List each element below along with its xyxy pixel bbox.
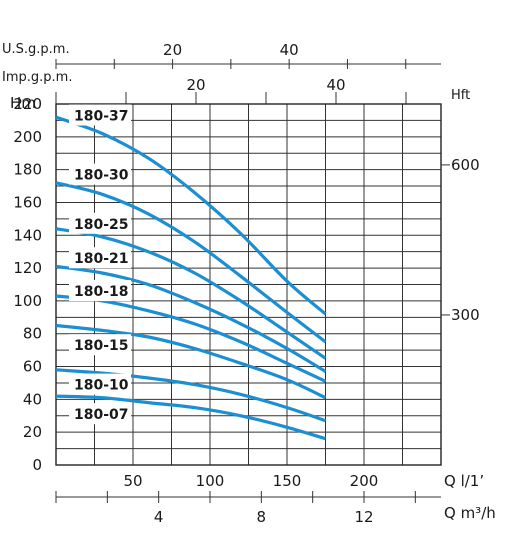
top-axis-imp-label: Imp.g.p.m.: [2, 70, 72, 85]
top-us-tick-label: 20: [163, 41, 182, 59]
series-label-bg: [69, 163, 131, 185]
series-line-180-15: [55, 323, 327, 400]
y-tick-label: 180: [13, 161, 42, 179]
top-axis-us-label: U.S.g.p.m.: [2, 42, 70, 57]
y-tick-label: 40: [23, 390, 42, 408]
y-tick-label: 220: [13, 95, 42, 113]
series-label-180-18: 180-18: [74, 284, 129, 300]
series-line-180-07: [55, 394, 326, 441]
series-label-bg: [69, 373, 131, 395]
x-tick-label: 150: [273, 472, 302, 490]
x-axis-label: Q l/1’: [444, 472, 484, 490]
series-label-180-25: 180-25: [74, 217, 129, 233]
top-us-tick-label: 40: [280, 41, 299, 59]
series-label-180-37: 180-37: [74, 108, 129, 124]
series-line-180-25: [55, 227, 327, 360]
y-tick-label: 100: [13, 292, 42, 310]
series-label-180-07: 180-07: [74, 407, 129, 423]
x2-axis-label: Q m³/h: [444, 504, 496, 522]
series-labels: 180-37 180-30 180-25 180-21 180-18 180-15 180-…: [69, 104, 131, 425]
series-label-180-15: 180-15: [74, 338, 129, 354]
series-label-bg: [69, 334, 131, 356]
series-label-bg: [69, 104, 131, 126]
top-axis-us: U.S.g.p.m.: [2, 42, 70, 57]
series-lines: [55, 115, 327, 441]
top-axis-imp: Imp.g.p.m.: [2, 70, 72, 85]
y-tick-label: 120: [13, 259, 42, 277]
y2-axis-label: Hft: [451, 88, 470, 103]
y-axis-label: Hm: [10, 94, 36, 112]
y-tick-label: 160: [13, 193, 42, 211]
top-imp-tick-label: 20: [186, 76, 205, 94]
x2-tick-label: 4: [154, 508, 164, 526]
x2-tick-label: 12: [354, 508, 373, 526]
series-label-180-21: 180-21: [74, 251, 129, 267]
x-tick-label: 100: [196, 472, 225, 490]
series-label-180-30: 180-30: [74, 168, 129, 184]
x-tick-label: 50: [123, 472, 142, 490]
plot-frame: [55, 103, 442, 466]
top-imp-tick-label: 40: [326, 76, 345, 94]
axis-ticks: 0 20 40 60 80 100 120 140 160 180 200 220 300 600 50 10…: [13, 41, 479, 526]
y-tick-label: 0: [32, 456, 42, 474]
y2-tick-label: 600: [451, 156, 480, 174]
y-tick-label: 80: [23, 325, 42, 343]
x2-tick-label: 8: [257, 508, 267, 526]
series-label-bg: [69, 247, 131, 269]
y-tick-label: 20: [23, 423, 42, 441]
y-tick-label: 200: [13, 128, 42, 146]
series-label-bg: [69, 280, 131, 302]
y-tick-label: 60: [23, 358, 42, 376]
series-line-180-37: [55, 115, 327, 316]
y-tick-label: 140: [13, 226, 42, 244]
y2-tick-label: 300: [451, 306, 480, 324]
series-line-180-21: [55, 264, 327, 373]
series-line-180-30: [55, 181, 327, 344]
series-label-bg: [69, 212, 131, 234]
series-label-bg: [69, 403, 131, 425]
x-tick-label: 200: [350, 472, 379, 490]
series-label-180-10: 180-10: [74, 378, 129, 394]
series-line-180-10: [55, 368, 327, 423]
